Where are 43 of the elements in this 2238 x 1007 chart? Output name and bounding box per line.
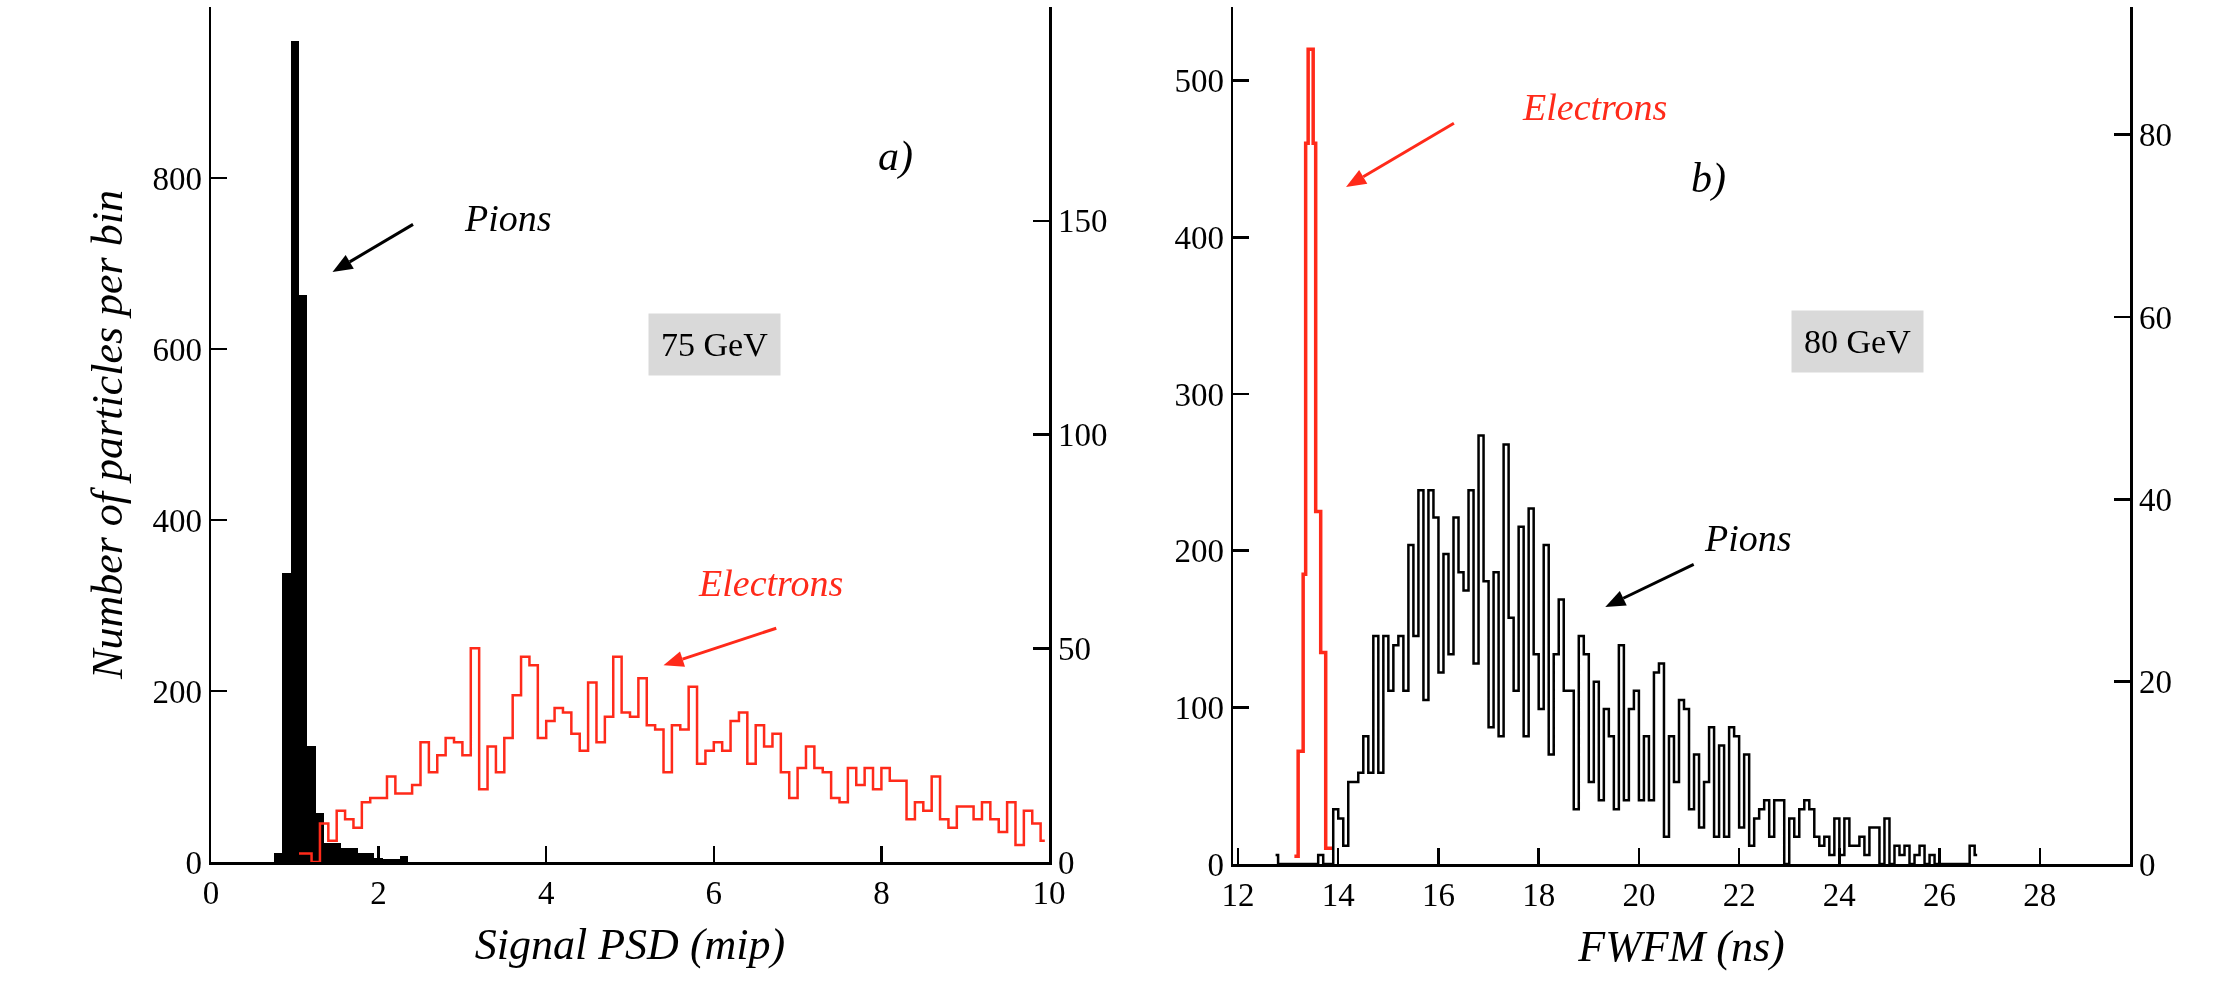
y-tick-label: 400 <box>152 502 202 539</box>
annotation: b) <box>1691 155 1726 202</box>
y-axis-title: Number of particles per bin <box>83 190 133 680</box>
y-tick-label: 100 <box>1174 689 1224 726</box>
y2-tick-label: 60 <box>2139 299 2173 336</box>
y2-tick-label: 100 <box>1058 417 1108 454</box>
y-tick-label: 600 <box>152 331 202 368</box>
y2-tick-label: 0 <box>2139 846 2156 883</box>
x-tick-label: 6 <box>705 875 723 912</box>
annotation: 75 GeV <box>661 326 769 363</box>
text: Electrons <box>698 562 844 604</box>
y-tick-label: 0 <box>185 844 202 881</box>
annotation: a) <box>878 133 913 180</box>
y-tick-label: 500 <box>1174 63 1224 100</box>
x-tick-label: 24 <box>1822 877 1856 914</box>
y-tick-label: 200 <box>1174 533 1224 570</box>
x-axis-title: Signal PSD (mip) <box>474 919 786 969</box>
legend-label: Pions <box>464 197 552 239</box>
x-tick-label: 12 <box>1221 877 1255 914</box>
x-tick-label: 28 <box>2023 877 2057 914</box>
y2-tick-label: 50 <box>1058 630 1092 667</box>
x-tick-label: 4 <box>537 875 555 912</box>
x-tick-label: 8 <box>873 875 890 912</box>
x-tick-label: 2 <box>370 875 387 912</box>
y2-tick-label: 80 <box>2139 117 2173 154</box>
y2-tick-label: 40 <box>2139 481 2173 518</box>
text: Electrons <box>1522 86 1668 128</box>
annotation: 80 GeV <box>1804 323 1912 360</box>
y-tick-label: 300 <box>1174 376 1224 413</box>
y-tick-label: 0 <box>1207 846 1224 883</box>
x-tick-label: 14 <box>1321 877 1355 914</box>
x-tick-label: 16 <box>1421 877 1455 914</box>
text: Pions <box>1704 517 1792 559</box>
y2-tick-label: 20 <box>2139 664 2173 701</box>
y-tick-label: 400 <box>1174 219 1224 256</box>
x-tick-label: 18 <box>1522 877 1556 914</box>
x-tick-label: 26 <box>1923 877 1957 914</box>
y-tick-label: 800 <box>152 160 202 197</box>
x-axis-title: FWFM (ns) <box>1577 921 1785 971</box>
y2-tick-label: 150 <box>1058 203 1108 240</box>
y-tick-label: 200 <box>152 673 202 710</box>
x-tick-label: 20 <box>1622 877 1656 914</box>
x-tick-label: 22 <box>1722 877 1756 914</box>
